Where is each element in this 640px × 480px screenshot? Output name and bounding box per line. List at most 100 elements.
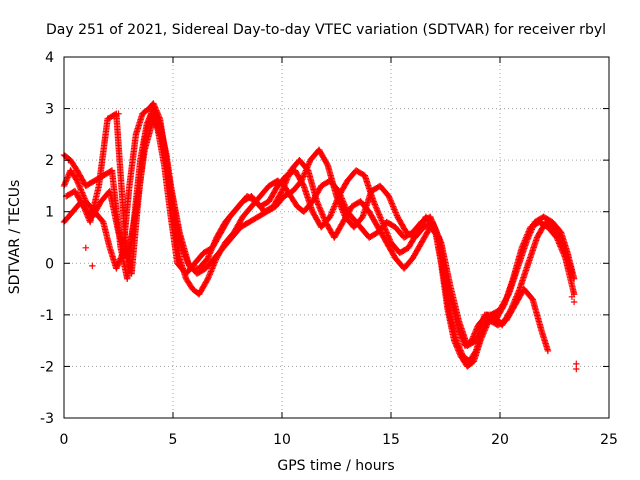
data-point [521,237,529,244]
data-point [320,214,327,221]
data-point [283,176,291,183]
y-tick-label: -3 [40,411,54,427]
data-point [152,121,160,128]
y-tick-label: 3 [45,102,54,118]
data-point [281,181,288,189]
data-point [386,195,394,203]
data-point [279,186,286,193]
data-point [337,203,345,210]
data-point [281,180,289,187]
data-point [380,221,387,229]
data-point [434,232,442,239]
data-point [152,120,159,127]
data-point [382,227,390,235]
data-point [521,238,528,246]
data-point [519,243,526,250]
data-point [372,204,380,211]
data-point [513,291,521,299]
data-point [329,207,336,215]
x-tick-label: 20 [491,432,509,448]
data-point [155,127,162,134]
data-point [568,293,576,301]
data-point [378,217,385,224]
data-point [205,272,213,280]
data-point [556,241,563,249]
data-point [209,263,217,271]
data-point [385,193,393,200]
data-point [374,208,382,215]
data-point [153,123,160,130]
data-point [328,209,336,216]
data-point [203,276,211,284]
data-point [319,211,326,218]
data-point [302,167,310,174]
data-point [305,159,313,167]
data-point [509,302,516,309]
data-point [80,193,88,201]
data-point [78,189,86,196]
data-point [285,173,292,180]
data-point [339,198,347,205]
data-point [393,210,400,218]
data-point [319,212,327,220]
data-point [512,296,519,303]
data-point [151,118,158,126]
data-point [284,174,291,182]
data-point [381,224,388,232]
data-point [338,204,345,212]
data-point [150,117,158,124]
data-point [328,210,335,218]
plot-frame [63,56,610,419]
y-tick-label: -2 [40,359,54,375]
data-point [75,181,83,189]
x-tick-labels: 0 5 10 15 20 25 [60,432,618,448]
data-point [508,305,515,312]
data-point [300,173,307,180]
data-point [436,235,443,242]
data-point [387,197,394,204]
data-point [315,202,322,210]
data-point [519,241,527,249]
data-point [278,187,286,195]
data-point [515,287,523,294]
data-point [80,192,87,199]
data-point [314,199,321,207]
data-point [285,171,293,179]
grid [64,57,609,418]
y-tick-label: 0 [45,256,54,272]
data-point [205,274,212,281]
data-point [506,307,514,315]
data-point [298,177,305,184]
data-point [334,195,341,203]
chart-title: Day 251 of 2021, Sidereal Day-to-day VTE… [46,22,606,38]
data-point [204,254,212,262]
data-point [388,198,395,206]
data-point [73,176,80,183]
x-tick-label: 15 [382,432,400,448]
data-point [390,204,398,212]
data-point [283,177,290,184]
data-point [82,244,89,252]
data-point [299,174,307,182]
data-point [339,207,346,215]
data-point [316,204,323,211]
data-point [483,322,490,330]
data-point [207,269,214,277]
data-point [389,203,397,210]
data-point [522,235,529,243]
data-point [370,199,378,207]
data-point [510,299,518,306]
data-point [376,212,383,220]
data-point [73,172,81,179]
data-point [430,221,437,229]
data-point [523,232,530,240]
data-point [74,179,81,186]
data-point [300,171,308,179]
data-point [559,238,566,245]
data-point [513,293,520,300]
data-point [77,186,85,193]
data-point [318,208,325,215]
data-point [524,231,531,238]
data-point [337,201,344,209]
